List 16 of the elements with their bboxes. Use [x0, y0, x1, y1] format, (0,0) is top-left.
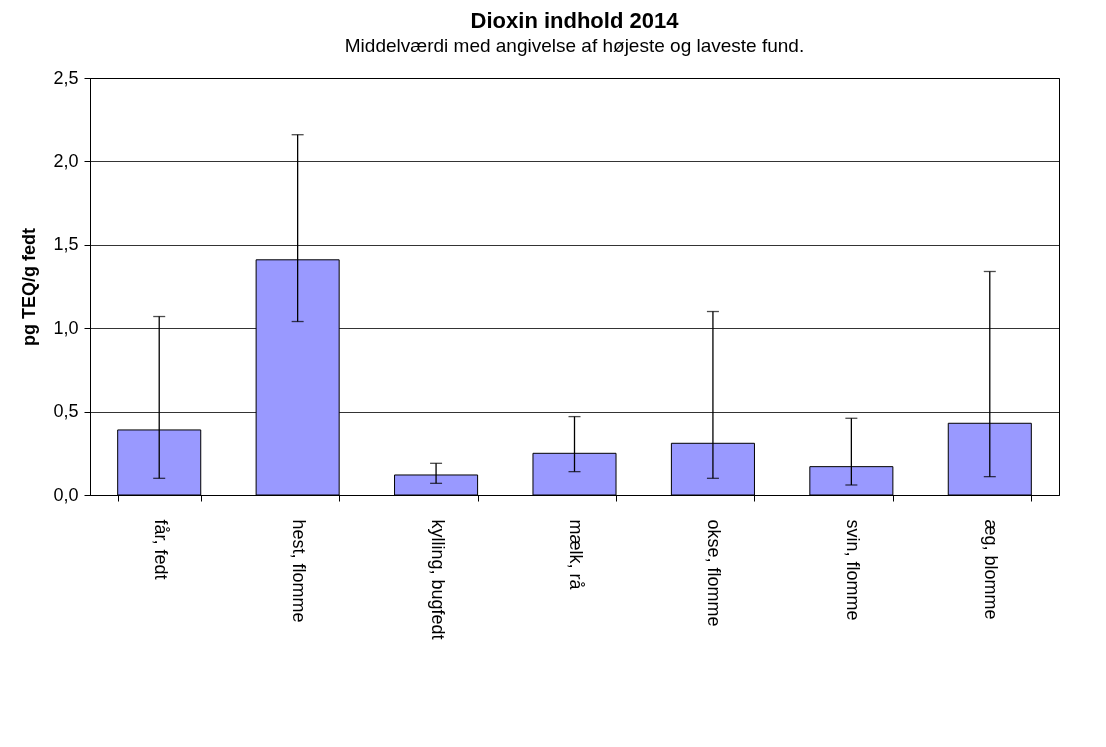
- x-tick-label: får, fedt: [150, 519, 171, 580]
- y-tick-label: 2,5: [53, 67, 79, 88]
- y-tick-label: 2,0: [53, 150, 79, 171]
- x-tick-label: æg, blomme: [981, 519, 1002, 620]
- x-tick-label: hest, flomme: [289, 519, 310, 623]
- y-tick-label: 1,5: [53, 234, 79, 255]
- chart-title: Dioxin indhold 2014: [470, 8, 680, 33]
- y-axis-title: pg TEQ/g fedt: [19, 228, 40, 346]
- y-tick-label: 0,0: [53, 484, 79, 505]
- x-tick-label: mælk, rå: [566, 519, 586, 591]
- y-tick-label: 0,5: [53, 401, 79, 422]
- x-tick-label: kylling, bugfedt: [427, 519, 448, 640]
- y-tick-label: 1,0: [53, 317, 79, 338]
- x-tick-label: okse, flomme: [704, 519, 725, 627]
- chart-subtitle: Middelværdi med angivelse af højeste og laveste fund.: [344, 35, 805, 56]
- x-tick-label: svin, flomme: [842, 519, 863, 621]
